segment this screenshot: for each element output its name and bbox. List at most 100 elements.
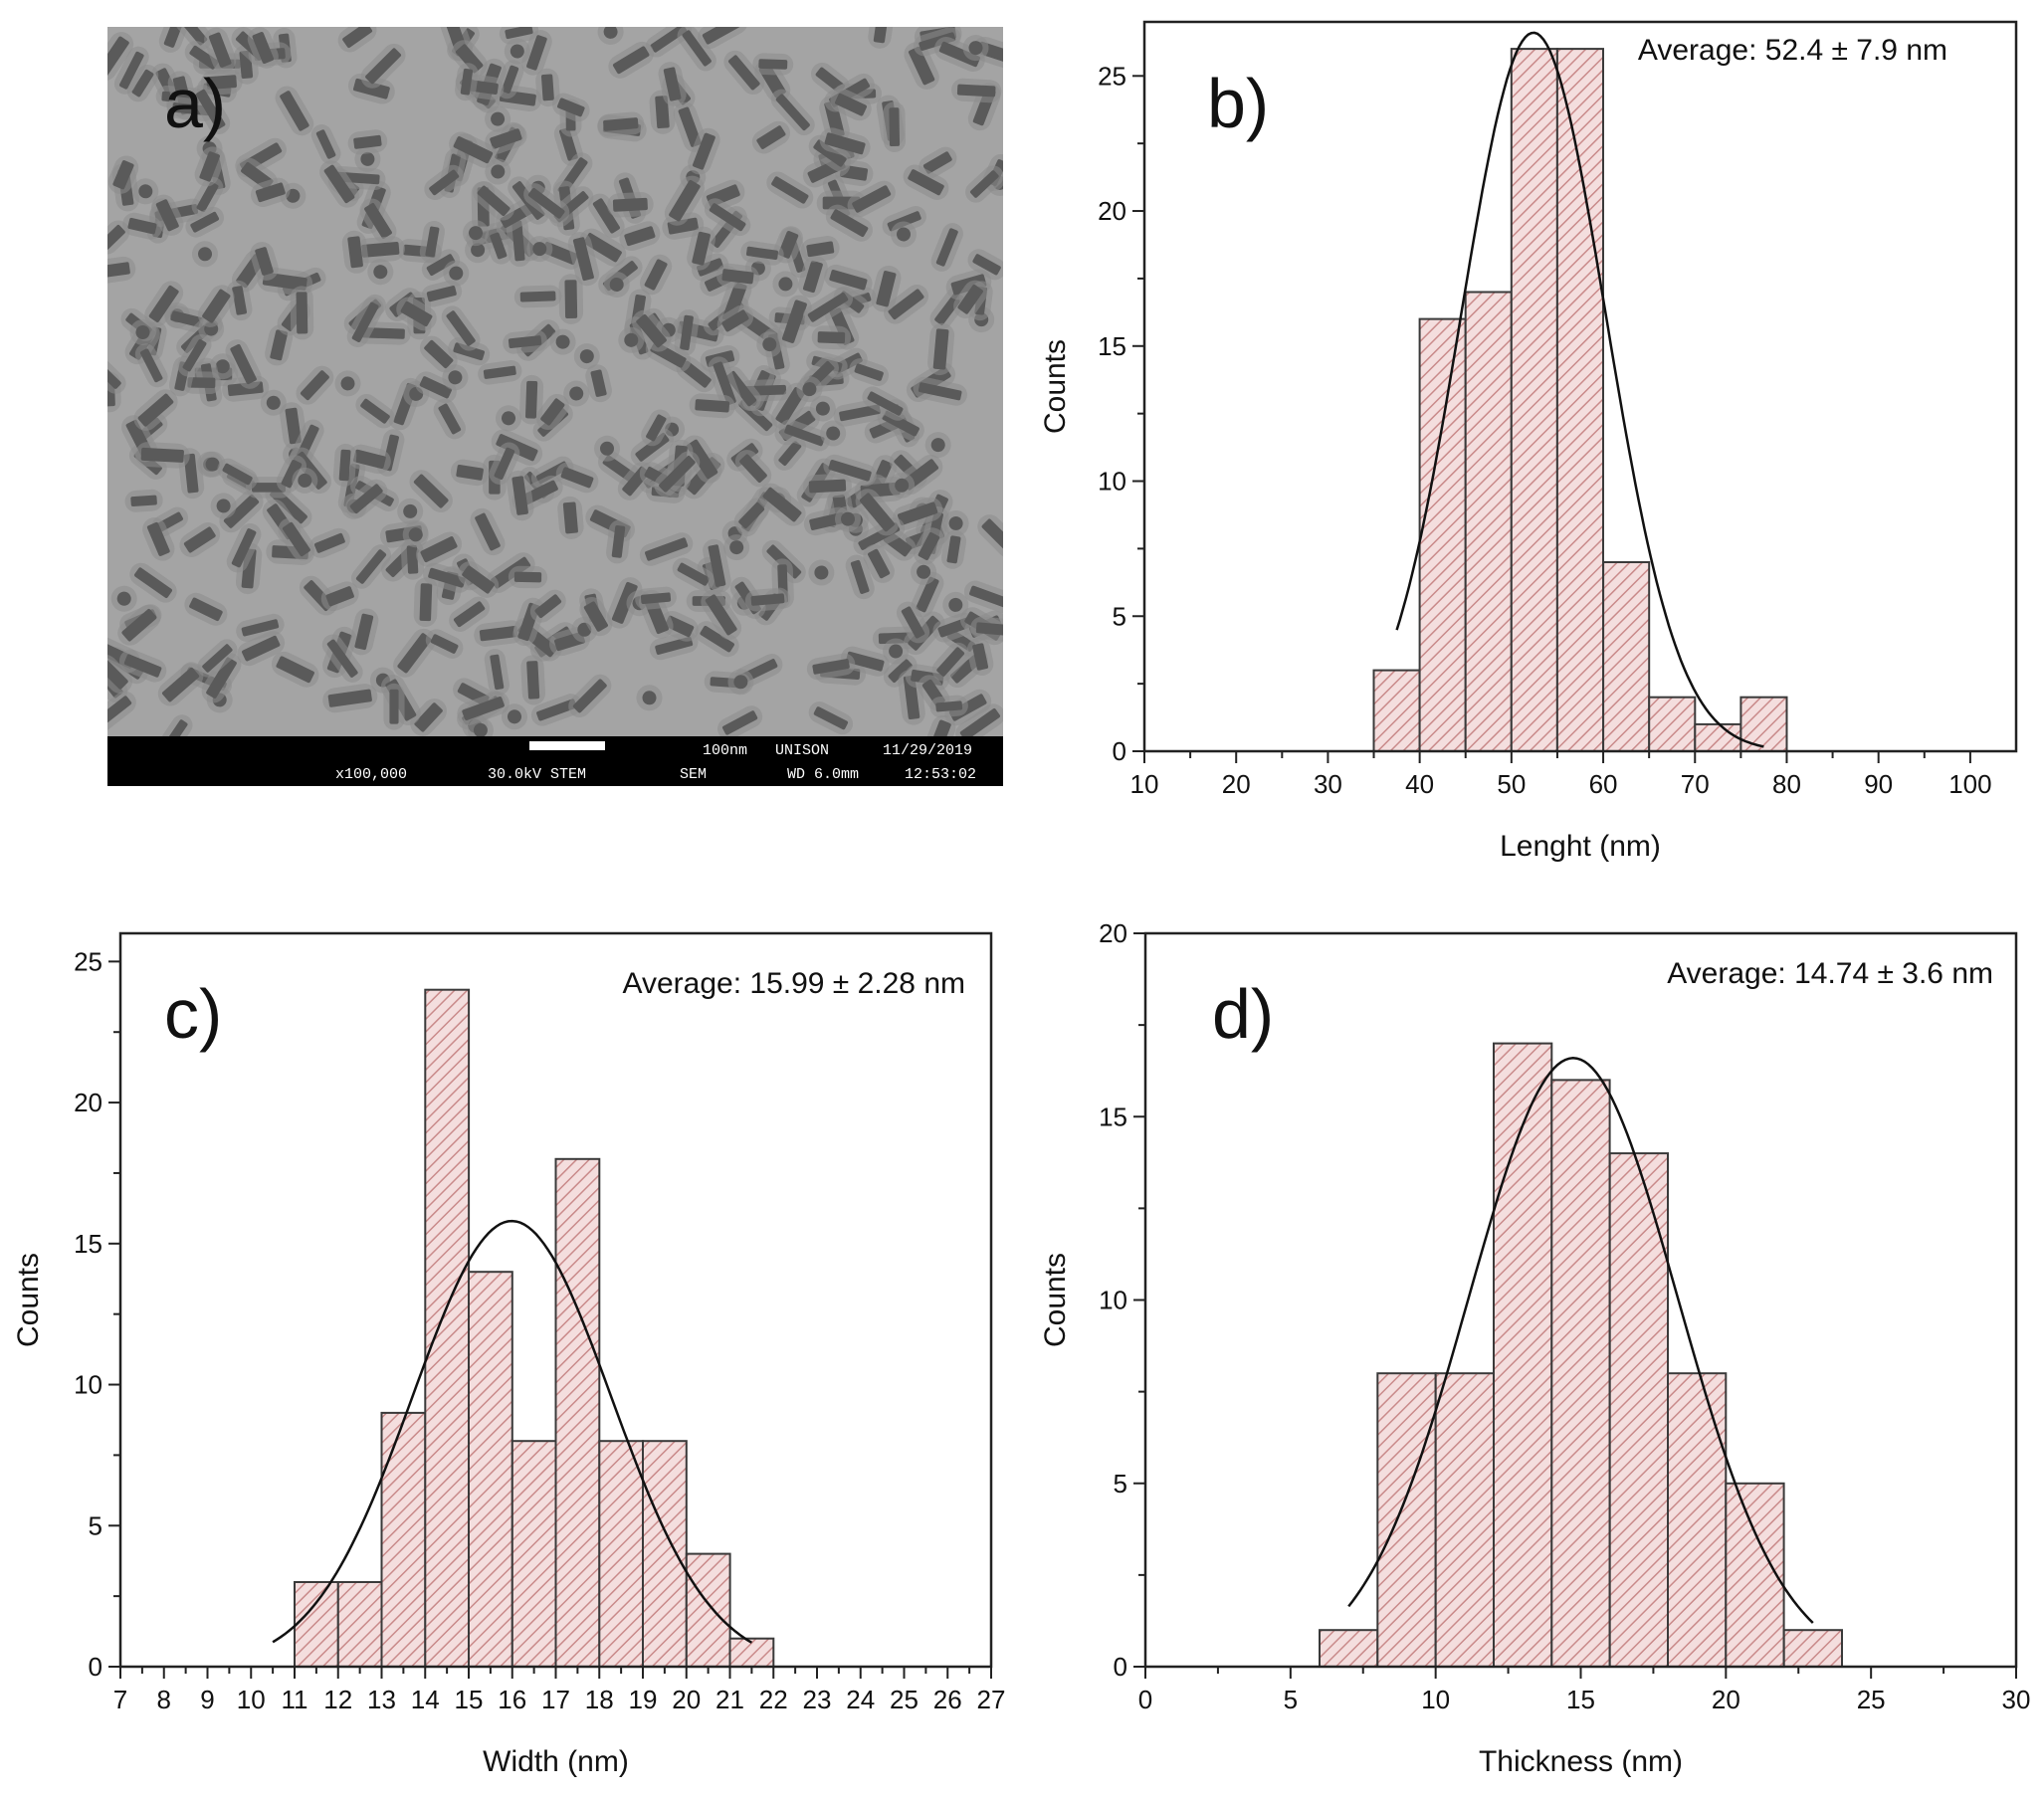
nanorod bbox=[579, 228, 627, 267]
nanorod-core bbox=[491, 164, 506, 179]
nanorod bbox=[654, 451, 701, 498]
nanorod bbox=[803, 473, 852, 500]
y-tick-label: 15 bbox=[74, 1229, 102, 1259]
nanorod bbox=[424, 164, 465, 201]
nanorod-core bbox=[198, 247, 212, 262]
nanorod-core bbox=[285, 407, 302, 445]
nanorod bbox=[904, 42, 939, 90]
nanorod-core bbox=[814, 565, 829, 580]
nanorod bbox=[530, 694, 582, 726]
x-axis-label: Thickness (nm) bbox=[1479, 1745, 1683, 1778]
nanorod bbox=[107, 220, 130, 255]
nanorod-core bbox=[406, 545, 419, 574]
nanorod-core bbox=[490, 128, 522, 149]
nanorod bbox=[811, 325, 852, 350]
nanorod bbox=[355, 393, 395, 429]
nanorod-core bbox=[526, 661, 540, 700]
nanorod-core bbox=[889, 644, 904, 659]
nanorod bbox=[441, 305, 481, 351]
y-tick-label: 5 bbox=[1113, 601, 1126, 631]
nanorod-core bbox=[353, 449, 386, 470]
nanorod bbox=[463, 220, 489, 247]
nanorod-core bbox=[680, 314, 694, 351]
nanorod bbox=[142, 517, 175, 561]
nanorod bbox=[185, 206, 225, 238]
nanorod-core bbox=[170, 310, 204, 328]
nanorod bbox=[521, 30, 552, 76]
thickness-histogram: 0 5 10 15 20 25 30 0 5 10 15 20 Thickness (nm) Counts… bbox=[1039, 918, 2030, 1778]
nanorod-core bbox=[540, 74, 554, 101]
nanorod bbox=[292, 467, 318, 494]
nanorod bbox=[717, 705, 763, 736]
nanorod-core bbox=[808, 479, 847, 494]
nanorod bbox=[823, 454, 877, 487]
nanorod-core bbox=[935, 228, 958, 267]
nanorod-core bbox=[513, 571, 542, 583]
scale-bar-label: 100nm bbox=[703, 742, 747, 759]
nanorod-core bbox=[131, 69, 154, 98]
nanorod-core bbox=[189, 597, 223, 622]
nanorod bbox=[931, 642, 969, 682]
nanorod-core bbox=[583, 233, 622, 263]
nanorod bbox=[942, 591, 969, 618]
nanorod-core bbox=[112, 160, 134, 190]
nanorod-core bbox=[491, 111, 506, 126]
nanorod bbox=[410, 699, 447, 736]
x-tick-label: 20 bbox=[672, 1685, 701, 1714]
nanorod-core bbox=[183, 526, 216, 553]
histogram-bar bbox=[728, 1637, 775, 1668]
nanorod-core bbox=[579, 349, 594, 364]
nanorod-core bbox=[778, 277, 793, 292]
nanorod bbox=[830, 89, 872, 121]
sem-image-panel: a) 100nm UNISON 11/29/2019 x100,000 30.0… bbox=[107, 27, 1003, 786]
nanorod-core bbox=[592, 198, 620, 234]
nanorod-core bbox=[721, 309, 749, 332]
nanorod-core bbox=[456, 44, 484, 74]
nanorod-core bbox=[130, 495, 157, 506]
panel-label-c: c) bbox=[164, 975, 222, 1053]
nanorod bbox=[383, 683, 405, 730]
nanorod bbox=[567, 232, 600, 287]
histogram-bar bbox=[1493, 1042, 1553, 1668]
nanorod-core bbox=[419, 583, 433, 622]
nanorod bbox=[891, 221, 917, 248]
nanorod bbox=[772, 271, 799, 298]
nanorod bbox=[883, 284, 929, 324]
nanorod bbox=[250, 177, 291, 208]
nanorod-core bbox=[479, 625, 518, 642]
nanorod bbox=[927, 322, 955, 376]
histogram-bar bbox=[1319, 1629, 1379, 1668]
nanorod-core bbox=[841, 511, 855, 526]
x-axis-label: Lenght (nm) bbox=[1500, 830, 1661, 863]
x-tick-label: 16 bbox=[498, 1685, 526, 1714]
nanorod-core bbox=[202, 644, 233, 673]
nanorod bbox=[457, 692, 510, 725]
nanorod-core bbox=[196, 181, 219, 213]
nanorod-core bbox=[644, 259, 668, 291]
nanorod-core bbox=[107, 262, 130, 280]
nanorod bbox=[433, 398, 466, 440]
nanorod bbox=[118, 649, 167, 683]
nanorod-core bbox=[199, 151, 220, 182]
nanorod bbox=[107, 32, 134, 82]
nanorod-core bbox=[650, 27, 688, 53]
nanorod-core bbox=[603, 27, 618, 39]
nanorod-core bbox=[494, 447, 515, 480]
nanorod bbox=[933, 36, 985, 73]
nanorod-core bbox=[738, 501, 765, 529]
nanorod-core bbox=[612, 46, 650, 75]
nanorod-core bbox=[508, 709, 521, 724]
nanorod-core bbox=[852, 185, 892, 213]
nanorod-core bbox=[562, 501, 578, 534]
nanorod bbox=[502, 703, 527, 730]
nanorod-core bbox=[361, 241, 400, 258]
nanorod-core bbox=[508, 335, 542, 349]
nanorod-core bbox=[222, 463, 253, 486]
nanorod bbox=[409, 470, 453, 512]
nanorod bbox=[347, 444, 391, 475]
nanorod bbox=[197, 639, 238, 678]
histogram-bar bbox=[1694, 722, 1742, 753]
nanorod-core bbox=[655, 96, 670, 129]
nanorod bbox=[236, 613, 285, 642]
